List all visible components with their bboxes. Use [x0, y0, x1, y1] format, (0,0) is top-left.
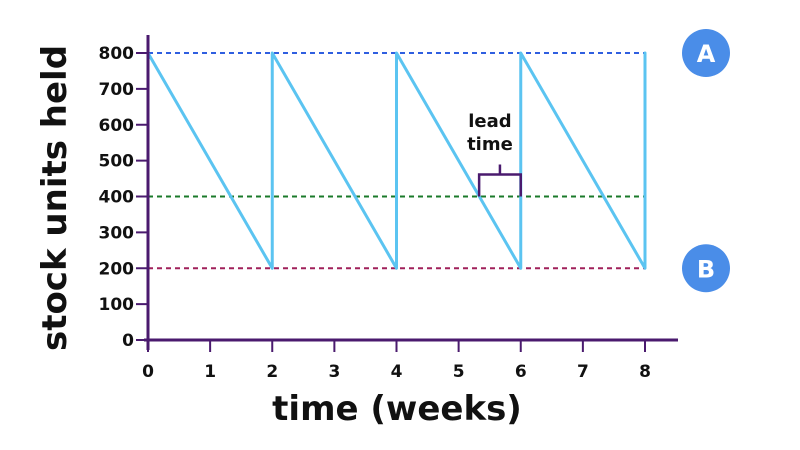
y-tick-label: 0: [122, 331, 134, 351]
x-tick-label: 1: [204, 362, 216, 382]
badge-b-circle: [682, 244, 730, 293]
y-tick-label: 600: [99, 116, 135, 136]
y-tick-label: 200: [99, 259, 135, 279]
badge-a-circle: [682, 29, 730, 77]
lead-time-label: time: [467, 134, 513, 155]
x-tick-label: 4: [391, 362, 403, 382]
y-tick-label: 700: [99, 80, 135, 100]
y-tick-label: 300: [99, 223, 135, 243]
badge-a-label: A: [697, 40, 716, 68]
x-tick-label: 0: [142, 362, 154, 382]
y-tick-label: 100: [99, 295, 135, 315]
x-tick-label: 6: [515, 362, 527, 382]
series-layer: [146, 51, 647, 270]
x-tick-label: 8: [639, 362, 651, 382]
lead-time-label: lead: [468, 111, 511, 132]
badge-b-label: B: [697, 255, 715, 283]
y-axis-title: stock units held: [35, 45, 75, 351]
tick-labels: 0 100 200 300 400 500 600 700 800 0 1 2 3 4 5 6 7 8: [99, 44, 651, 382]
axes: [144, 35, 678, 350]
x-tick-label: 2: [266, 362, 278, 382]
reference-badges: AB: [682, 29, 730, 293]
lead-time-bracket: [477, 164, 522, 197]
y-tick-label: 800: [99, 44, 135, 64]
y-tick-label: 500: [99, 152, 135, 172]
x-axis-title: time (weeks): [272, 389, 522, 429]
y-tick-label: 400: [99, 188, 135, 208]
x-tick-label: 3: [328, 362, 340, 382]
x-tick-label: 7: [577, 362, 589, 382]
x-tick-label: 5: [453, 362, 465, 382]
series-line-0: [146, 51, 647, 270]
